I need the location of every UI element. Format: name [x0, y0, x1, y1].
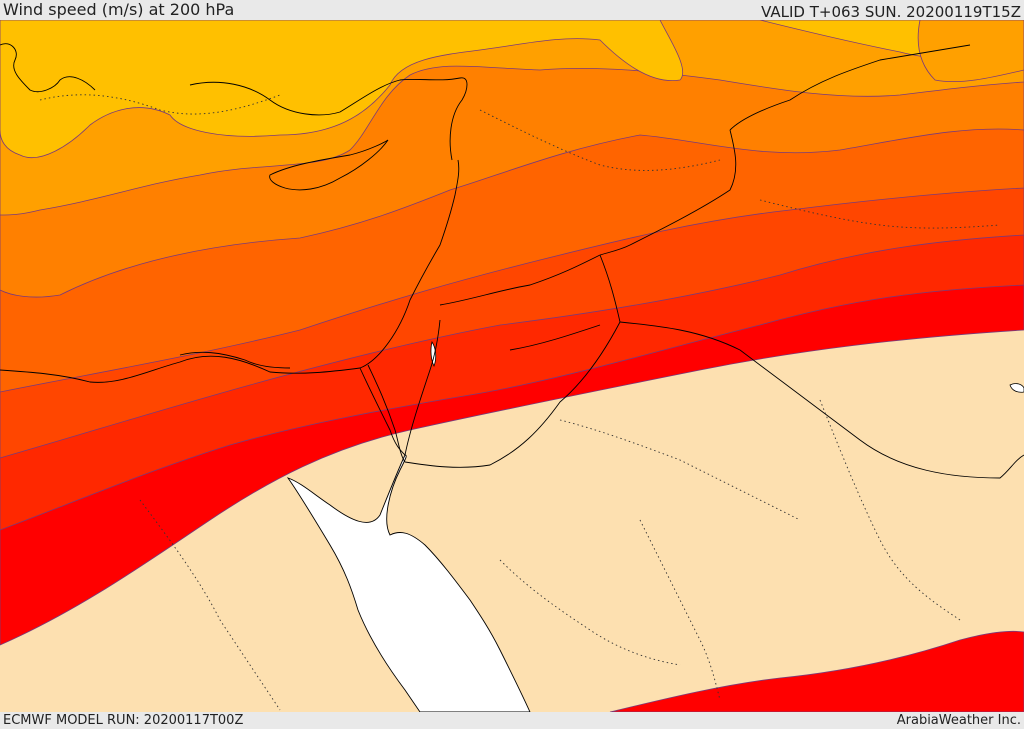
wind-speed-map	[0, 20, 1024, 712]
province-border	[479, 109, 721, 171]
province-border	[559, 419, 801, 521]
persian-gulf-coast	[729, 44, 971, 131]
border-iraq-saudi	[619, 321, 1024, 479]
caspian-island	[1009, 383, 1024, 393]
map-title: Wind speed (m/s) at 200 hPa	[3, 0, 235, 19]
border-syria-jordan	[439, 254, 601, 306]
province-borders	[39, 94, 1001, 711]
map-header: Wind speed (m/s) at 200 hPa VALID T+063 …	[0, 0, 1024, 20]
turkey-south-coast	[189, 77, 468, 161]
gulf-aqaba	[404, 319, 441, 456]
sea-areas	[286, 341, 1024, 712]
border-saudi-kuwait	[509, 324, 601, 351]
red-sea	[286, 454, 531, 712]
band-orange-east	[917, 20, 1024, 83]
coastlines	[0, 43, 971, 456]
model-run: ECMWF MODEL RUN: 20200117T00Z	[3, 713, 244, 728]
credit-text: ArabiaWeather Inc.	[896, 713, 1021, 728]
province-border	[639, 519, 721, 701]
border-syria-iraq	[599, 254, 621, 323]
province-border	[39, 94, 281, 115]
border-iraq-iran	[599, 129, 737, 256]
cyprus	[269, 139, 389, 191]
crete-coast	[179, 351, 291, 369]
band-red-south	[609, 630, 1024, 712]
map-footer: ECMWF MODEL RUN: 20200117T00Z ArabiaWeat…	[0, 712, 1024, 729]
aegean-islands	[0, 43, 96, 93]
country-borders	[367, 129, 1024, 479]
band-yellow	[0, 20, 684, 159]
border-jordan-saudi	[404, 321, 621, 468]
province-border	[759, 199, 1001, 229]
border-egypt-sudan-sinai	[367, 364, 406, 463]
map-canvas	[0, 20, 1024, 712]
wind-speed-bands	[0, 20, 1024, 712]
province-border	[139, 499, 281, 711]
mediterranean-south-coast	[0, 159, 460, 383]
valid-time: VALID T+063 SUN. 20200119T15Z	[761, 3, 1021, 21]
province-border	[819, 399, 961, 621]
dead-sea	[430, 341, 437, 368]
